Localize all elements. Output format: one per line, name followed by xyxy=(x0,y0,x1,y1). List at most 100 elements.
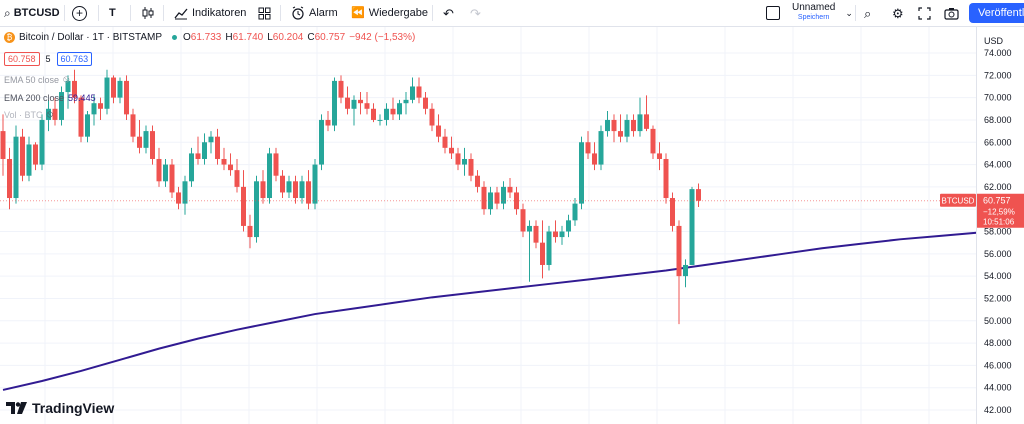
candle xyxy=(449,136,454,159)
candle xyxy=(286,175,292,199)
candle-body xyxy=(410,86,415,100)
candle-body xyxy=(163,164,168,182)
candle xyxy=(507,177,513,199)
candle-body xyxy=(462,158,467,165)
indicators-button[interactable]: Indikatoren xyxy=(174,0,246,26)
candle-body xyxy=(468,158,474,176)
candle xyxy=(553,220,558,243)
candle-body xyxy=(78,97,84,137)
brand-label: TradingView xyxy=(32,400,115,416)
candle-body xyxy=(592,153,597,165)
candle-body xyxy=(338,80,344,98)
gear-icon: ⚙ xyxy=(892,5,904,21)
candle xyxy=(585,131,591,159)
candle xyxy=(267,147,272,204)
candle xyxy=(605,111,610,137)
candle xyxy=(59,86,64,126)
layouts-button[interactable] xyxy=(258,0,271,26)
redo-button[interactable]: ↷ xyxy=(470,0,481,26)
candle-body xyxy=(650,128,656,154)
candle xyxy=(33,142,38,171)
price-chart[interactable]: USD 74.000 72.000 70.000 68.000 66.000 64.000 6… xyxy=(0,27,1024,424)
candle xyxy=(351,95,357,126)
candle xyxy=(637,97,643,137)
ema200-legend[interactable]: EMA 200 close 59.445 xyxy=(4,93,96,103)
candle xyxy=(442,128,448,154)
grid-icon xyxy=(258,7,271,19)
candle xyxy=(299,175,305,204)
undo-button[interactable]: ↶ xyxy=(443,0,454,26)
fullscreen-button[interactable] xyxy=(918,0,931,26)
price-tick-label: 58.000 xyxy=(984,227,1012,237)
candle-body xyxy=(533,225,539,243)
magnifier-icon: ⌕ xyxy=(864,5,872,21)
candle xyxy=(631,114,636,137)
candle-body xyxy=(150,131,155,159)
candles-icon xyxy=(142,7,154,19)
candle xyxy=(397,99,402,120)
candle xyxy=(325,111,331,132)
candle-body xyxy=(332,80,337,126)
symbol-label: BTCUSD xyxy=(13,7,60,19)
snapshot-button[interactable] xyxy=(944,0,959,26)
candle-body xyxy=(59,92,64,120)
candle xyxy=(124,75,129,120)
chart-grid xyxy=(0,27,976,424)
alarm-button[interactable]: Alarm xyxy=(291,0,338,26)
settings-button[interactable]: ⚙ xyxy=(892,0,904,26)
publish-label: Veröffentl xyxy=(978,7,1024,19)
quick-search-button[interactable]: ⌕ xyxy=(864,0,871,26)
candle-body xyxy=(520,209,526,232)
publish-button[interactable]: Veröffentl xyxy=(969,3,1024,23)
candle-body xyxy=(416,86,422,98)
tradingview-logo[interactable]: TradingView xyxy=(6,400,114,416)
candle xyxy=(494,186,500,210)
candle-body xyxy=(696,189,701,201)
interval-button[interactable]: T xyxy=(109,0,116,26)
candle xyxy=(572,198,578,226)
candle-body xyxy=(689,189,695,265)
candle xyxy=(358,92,363,115)
sell-price-button[interactable]: 60.758 xyxy=(4,52,40,66)
replay-button[interactable]: ⏪ Wiedergabe xyxy=(351,0,428,26)
candle xyxy=(520,203,526,238)
candle-body xyxy=(33,144,38,165)
candle-body xyxy=(104,77,110,109)
candle xyxy=(306,170,311,210)
ema50-legend[interactable]: EMA 50 close ⦸ xyxy=(4,74,70,85)
compare-button[interactable]: + xyxy=(72,0,87,26)
candle xyxy=(189,147,194,187)
candle xyxy=(65,75,71,109)
price-tick-label: 72.000 xyxy=(984,70,1012,80)
ohlc-close: 60.757 xyxy=(314,32,346,43)
candle xyxy=(540,220,545,279)
candle-body xyxy=(579,142,584,204)
buy-price-button[interactable]: 60.763 xyxy=(56,52,93,66)
price-tick-label: 44.000 xyxy=(984,383,1012,393)
volume-legend[interactable]: Vol · BTC ⦸ xyxy=(4,109,53,120)
toolbar-divider xyxy=(64,5,65,21)
candle-body xyxy=(637,114,643,132)
candle-body xyxy=(20,136,25,176)
candle xyxy=(215,128,220,165)
candle-body xyxy=(137,136,142,148)
symbol-search[interactable]: ⌕ BTCUSD xyxy=(4,0,60,26)
chart-type-button[interactable] xyxy=(141,0,155,26)
ohlc-high-label: H xyxy=(225,32,233,43)
layout-menu[interactable]: Unnamed Speichern ⌄ xyxy=(766,0,853,26)
candle xyxy=(663,153,669,204)
candle xyxy=(423,92,428,115)
candle xyxy=(111,75,116,104)
candle xyxy=(429,103,435,132)
candle xyxy=(46,99,51,132)
layout-status: Speichern xyxy=(797,14,830,21)
candle-body xyxy=(624,119,630,137)
price-tick-label: 50.000 xyxy=(984,316,1012,326)
candle xyxy=(117,77,123,104)
price-tick-label: 74.000 xyxy=(984,48,1012,58)
candles-layer xyxy=(0,69,976,325)
toolbar-divider xyxy=(98,5,99,21)
candle-body xyxy=(306,181,311,204)
candle xyxy=(208,131,214,154)
price-tick-label: 70.000 xyxy=(984,93,1012,103)
